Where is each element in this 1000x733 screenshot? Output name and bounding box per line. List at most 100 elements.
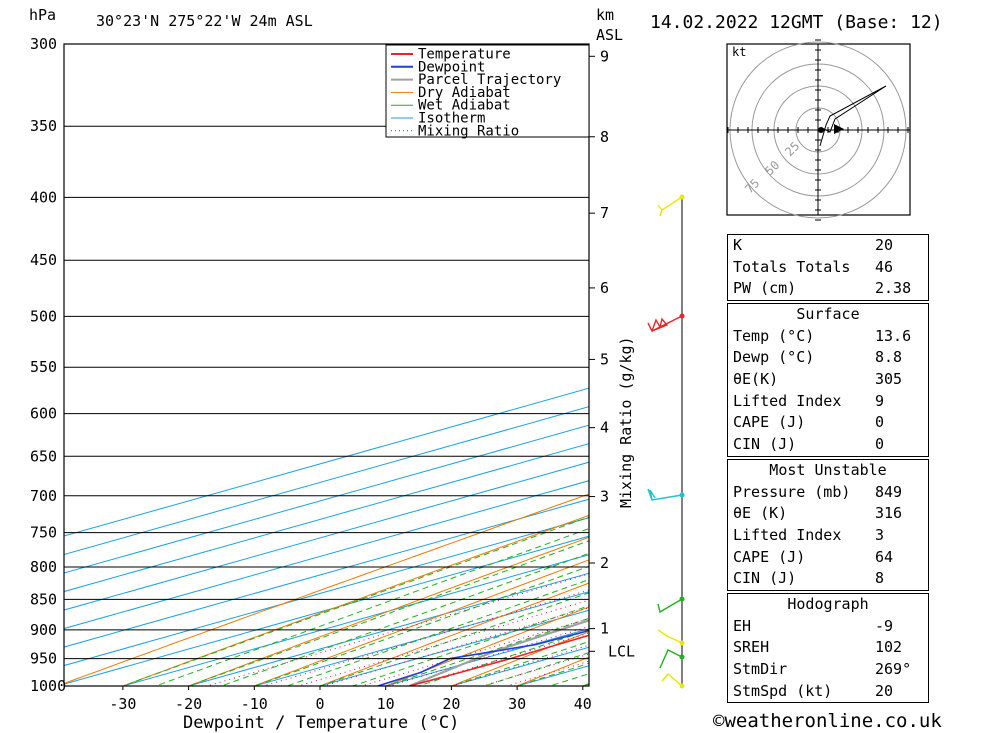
mu-label: Pressure (mb) xyxy=(733,482,851,501)
mu-label: CAPE (J) xyxy=(733,547,806,566)
x-tick-label: 20 xyxy=(442,695,460,713)
wind-barb xyxy=(647,488,683,501)
km-tick-label: 1 xyxy=(600,620,609,638)
mu-row: CIN (J) 8 xyxy=(728,568,928,590)
hodograph-origin xyxy=(818,127,824,133)
legend-box xyxy=(385,44,590,138)
hodo-label: StmSpd (kt) xyxy=(733,681,833,700)
hodo-row: StmDir 269° xyxy=(728,659,928,681)
wind-barb xyxy=(657,598,683,614)
wet-adiabat-line xyxy=(417,629,589,686)
surface-row: Temp (°C) 13.6 xyxy=(728,326,928,348)
mixing-ratio-line xyxy=(205,573,589,686)
legend-label: Isotherm xyxy=(418,111,485,127)
pressure-tick-label: 800 xyxy=(30,558,57,576)
hodograph-trace xyxy=(819,85,887,147)
pressure-tick-label: 950 xyxy=(30,650,57,668)
x-tick-label: 10 xyxy=(377,695,395,713)
km-tick-label: 8 xyxy=(600,128,609,146)
wet-adiabat-line xyxy=(187,540,589,686)
index-value: 46 xyxy=(875,257,894,276)
indices-box: K 20 Totals Totals 46 PW (cm) 2.38 xyxy=(727,234,929,302)
index-value: 2.38 xyxy=(875,279,912,298)
wind-barb xyxy=(657,629,683,644)
x-tick-label: -10 xyxy=(241,695,268,713)
most-unstable-title: Most Unstable xyxy=(769,461,887,479)
wind-barb xyxy=(647,315,683,333)
surface-box: Surface Temp (°C) 13.6 Dewp (°C) 8.8 θE(K)… xyxy=(727,303,929,457)
km-tick-label: 2 xyxy=(600,554,609,572)
pressure-tick-label: 300 xyxy=(30,35,57,53)
hodo-row: SREH 102 xyxy=(728,637,928,659)
legend-label: Wet Adiabat xyxy=(418,98,511,114)
surface-label: Temp (°C) xyxy=(733,326,815,345)
legend-label: Dry Adiabat xyxy=(418,85,511,101)
mu-row: CAPE (J) 64 xyxy=(728,547,928,569)
index-label: PW (cm) xyxy=(733,279,797,298)
km-label: km xyxy=(596,6,614,24)
wet-adiabat-line xyxy=(121,516,589,686)
wet-adiabat-line xyxy=(384,617,589,686)
wind-barb xyxy=(657,196,683,217)
wet-adiabat-line xyxy=(219,552,589,686)
surface-label: Dewp (°C) xyxy=(733,348,815,367)
surface-label: Lifted Index xyxy=(733,391,842,410)
wind-barbs xyxy=(647,194,685,689)
dry-adiabat-line xyxy=(450,631,589,686)
index-label: K xyxy=(733,236,743,254)
surface-label: CIN (J) xyxy=(733,435,797,454)
hodo-value: 102 xyxy=(875,638,903,657)
pressure-tick-label: 350 xyxy=(30,117,57,135)
mu-value: 64 xyxy=(875,547,894,566)
surface-title: Surface xyxy=(796,305,860,323)
surface-value: 9 xyxy=(875,391,885,410)
km-tick-label: 9 xyxy=(600,47,609,65)
mu-row: Pressure (mb) 849 xyxy=(728,482,928,504)
isotherm-line xyxy=(64,535,589,685)
surface-value: 0 xyxy=(875,435,885,454)
hodo-value: -9 xyxy=(875,616,894,635)
surface-row: CIN (J) 0 xyxy=(728,434,928,456)
mu-value: 3 xyxy=(875,526,885,545)
mu-value: 849 xyxy=(875,482,903,501)
hodo-value: 269° xyxy=(875,660,912,679)
parcel-trajectory-line xyxy=(408,619,589,686)
copyright[interactable]: ©weatheronline.co.uk xyxy=(713,710,942,732)
pressure-tick-label: 850 xyxy=(30,590,57,608)
hodo-row: EH -9 xyxy=(728,616,928,638)
x-tick-label: 30 xyxy=(508,695,526,713)
legend-label: Mixing Ratio xyxy=(418,123,519,139)
x-tick-label: -30 xyxy=(109,695,136,713)
storm-motion-marker xyxy=(834,124,844,134)
pressure-tick-label: 600 xyxy=(30,405,57,423)
mixing-ratio-axis-label: Mixing Ratio (g/kg) xyxy=(617,336,635,508)
isotherm-line xyxy=(64,443,589,593)
mu-row: Lifted Index 3 xyxy=(728,525,928,547)
x-tick-label: 0 xyxy=(315,695,324,713)
surface-label: CAPE (J) xyxy=(733,413,806,432)
isotherm-line xyxy=(64,480,589,630)
hodograph-box: Hodograph EH -9 SREH 102 StmDir 269° StmSpd… xyxy=(727,593,929,704)
hodo-label: EH xyxy=(733,616,752,635)
mu-value: 316 xyxy=(875,504,903,523)
isotherm-line xyxy=(64,461,589,611)
surface-value: 0 xyxy=(875,413,885,432)
wind-barb xyxy=(661,673,683,687)
pressure-tick-label: 550 xyxy=(30,358,57,376)
surface-value: 13.6 xyxy=(875,326,912,345)
index-label: Totals Totals xyxy=(733,257,851,276)
index-row-k: K 20 xyxy=(728,235,928,257)
surface-value: 8.8 xyxy=(875,348,903,367)
mu-value: 8 xyxy=(875,569,885,588)
surface-row: θE(K) 305 xyxy=(728,369,928,391)
most-unstable-box: Most Unstable Pressure (mb) 849 θE (K) 316… xyxy=(727,459,929,592)
hodograph-title: Hodograph xyxy=(787,595,869,613)
x-tick-label: 40 xyxy=(574,695,592,713)
mu-row: θE (K) 316 xyxy=(728,503,928,525)
km-tick-label: 7 xyxy=(600,204,609,222)
hodo-label: StmDir xyxy=(733,660,788,679)
legend-label: Dewpoint xyxy=(418,59,485,75)
mu-label: Lifted Index xyxy=(733,526,842,545)
